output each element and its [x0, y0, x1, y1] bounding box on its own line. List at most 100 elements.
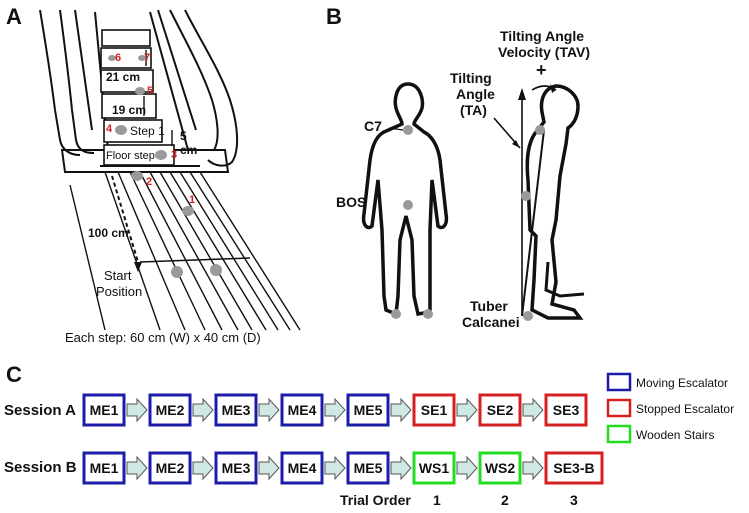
session-b-box-label-1: ME1: [90, 460, 119, 476]
dim-5: 5: [180, 129, 187, 143]
session-a-box-5: [346, 393, 390, 427]
tav-label-line2: Velocity (TAV): [498, 44, 591, 60]
session-b-label: Session B: [4, 459, 77, 476]
session-b-arrow-4: [324, 455, 346, 481]
step-marker-3: 3: [171, 149, 178, 161]
session-a-box-7: [478, 393, 522, 427]
dim-19cm: 19 cm: [112, 103, 147, 117]
session-a-box-4: [280, 393, 324, 427]
legend-swatch-stopped: [606, 398, 632, 418]
side-heel-marker: [523, 311, 533, 321]
session-b-box-label-2: ME2: [156, 460, 185, 476]
session-a-arrow-7: [522, 397, 544, 423]
step-marker-5: 5: [147, 85, 154, 97]
legend-label-wooden: Wooden Stairs: [636, 428, 715, 442]
ta-label-line1: Tilting: [450, 70, 492, 86]
session-b-box-label-6: WS1: [419, 460, 450, 476]
session-a-box-6: [412, 393, 456, 427]
floor-step-label: Floor step: [106, 150, 155, 162]
session-a-box-8: [544, 393, 588, 427]
session-b-box-5: [346, 451, 390, 485]
session-b-arrow-3: [258, 455, 280, 481]
legend-label-stopped: Stopped Escalator: [636, 402, 734, 416]
bos-marker: [403, 200, 413, 210]
panel-letter-a: A: [6, 4, 22, 29]
session-b-box-1: [82, 451, 126, 485]
session-a-arrow-1: [126, 397, 148, 423]
tav-plus-sign: +: [536, 60, 547, 80]
session-b-arrow-7: [522, 455, 544, 481]
ta-label-line2: Angle: [456, 86, 495, 102]
session-a-box-3: [214, 393, 258, 427]
tuber-label-line1: Tuber: [470, 298, 508, 314]
session-b-box-4: [280, 451, 324, 485]
session-b-arrow-6: [456, 455, 478, 481]
session-a-arrow-2: [192, 397, 214, 423]
session-b-box-label-3: ME3: [222, 460, 251, 476]
panel-a-caption: Each step: 60 cm (W) x 40 cm (D): [65, 330, 261, 345]
session-a-box-1: [82, 393, 126, 427]
session-b-arrow-2: [192, 455, 214, 481]
session-a-box-label-3: ME3: [222, 402, 251, 418]
start-label-line2: Position: [96, 284, 143, 299]
session-b-box-label-4: ME4: [288, 460, 317, 476]
front-figure-outline: [361, 82, 449, 317]
trial-order-3: 3: [570, 492, 578, 508]
trial-order-2: 2: [501, 492, 509, 508]
left-heel-marker: [391, 309, 401, 319]
ta-label-line3: (TA): [460, 102, 487, 118]
step-marker-4: 4: [106, 123, 113, 135]
legend-swatch-wooden: [606, 424, 632, 444]
session-a-box-label-4: ME4: [288, 402, 317, 418]
tav-label-line1: Tilting Angle: [500, 28, 584, 44]
trial-order-1: 1: [433, 492, 441, 508]
session-b-box-7: [478, 451, 522, 485]
c7-label: C7: [364, 118, 382, 134]
session-a-arrow-4: [324, 397, 346, 423]
side-figure-outline: [525, 84, 584, 320]
session-b-box-6: [412, 451, 456, 485]
session-b-box-label-8: SE3-B: [553, 460, 594, 476]
step-marker-2: 2: [146, 176, 153, 188]
tuber-label-line2: Calcanei: [462, 314, 520, 330]
session-b-box-label-7: WS2: [485, 460, 516, 476]
session-b-box-2: [148, 451, 192, 485]
dim-5-unit: cm: [180, 143, 198, 157]
session-a-box-label-5: ME5: [354, 402, 383, 418]
dim-21cm: 21 cm: [106, 70, 141, 84]
step1-label: Step 1: [130, 124, 165, 138]
bos-label: BOS: [336, 194, 367, 210]
session-a-label: Session A: [4, 402, 76, 419]
side-bos-marker: [521, 191, 531, 201]
session-a-box-label-2: ME2: [156, 402, 185, 418]
session-b-box-3: [214, 451, 258, 485]
session-a-box-label-8: SE3: [553, 402, 580, 418]
session-b-box-8: [544, 451, 604, 485]
step-marker-6: 6: [115, 52, 122, 64]
session-a-arrow-6: [456, 397, 478, 423]
trial-order-label: Trial Order: [340, 492, 411, 508]
session-b-arrow-5: [390, 455, 412, 481]
panel-letter-b: B: [326, 4, 342, 29]
distance-label: 100 cm: [88, 226, 129, 240]
right-heel-marker: [423, 309, 433, 319]
session-b-arrow-1: [126, 455, 148, 481]
panel-letter-c: C: [6, 362, 22, 387]
session-a-arrow-5: [390, 397, 412, 423]
c7-marker: [403, 125, 413, 135]
start-label-line1: Start: [104, 268, 132, 283]
session-a-box-label-1: ME1: [90, 402, 119, 418]
step-marker-7: 7: [144, 52, 151, 64]
legend-label-moving: Moving Escalator: [636, 376, 728, 390]
session-a-box-2: [148, 393, 192, 427]
legend-swatch-moving: [606, 372, 632, 392]
session-a-box-label-7: SE2: [487, 402, 514, 418]
side-c7-marker: [535, 125, 545, 135]
session-a-arrow-3: [258, 397, 280, 423]
session-a-box-label-6: SE1: [421, 402, 448, 418]
session-b-box-label-5: ME5: [354, 460, 383, 476]
step-marker-1: 1: [189, 194, 196, 206]
